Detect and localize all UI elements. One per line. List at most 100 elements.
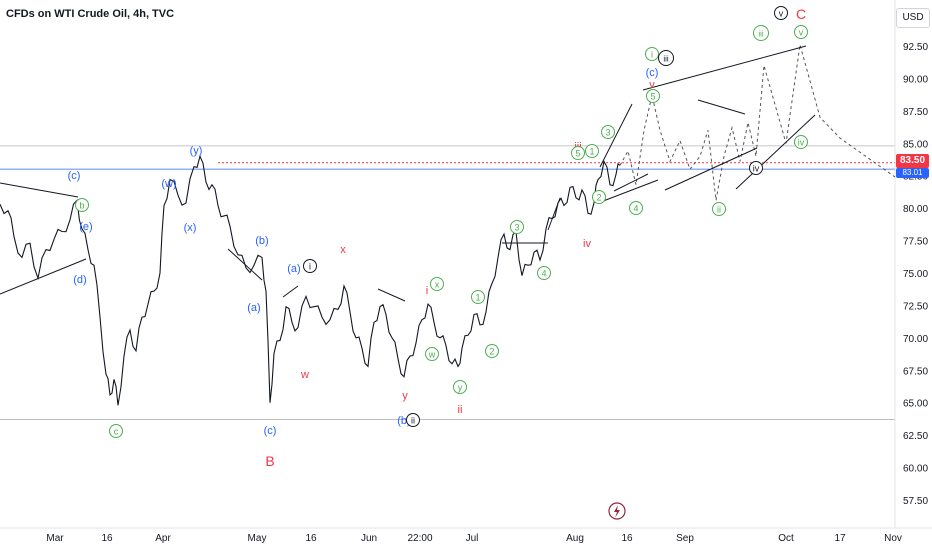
wave-label-text: i <box>309 262 311 272</box>
wave-label-text: C <box>796 6 806 22</box>
x-tick-label: May <box>248 533 267 544</box>
trend-line <box>613 173 649 192</box>
wave-label-text: ii <box>411 416 415 426</box>
wave-label: 5 <box>646 89 660 103</box>
wave-label: v <box>649 79 655 91</box>
wave-label: w <box>300 369 309 381</box>
trend-line <box>597 179 659 204</box>
secondary-price-tag: 83.01 <box>896 168 929 178</box>
wave-label: (w) <box>161 178 176 190</box>
trend-line <box>0 258 87 295</box>
wave-label-text: x <box>340 244 346 256</box>
wave-label-text: x <box>435 280 440 290</box>
wave-label-text: ii <box>717 205 721 215</box>
wave-label: iv <box>583 238 591 250</box>
wave-label-text: iv <box>798 138 805 148</box>
wave-label-text: 3 <box>605 128 610 138</box>
wave-label-text: y <box>402 390 408 402</box>
wave-label: i <box>426 285 428 297</box>
y-tick-label: 67.50 <box>903 366 928 377</box>
wave-label: B <box>265 453 274 469</box>
wave-label: ii <box>458 404 463 416</box>
y-tick-label: 60.00 <box>903 464 928 475</box>
wave-label: ii <box>406 413 420 427</box>
x-tick-label: 16 <box>305 533 317 544</box>
wave-label-text: 2 <box>596 193 601 203</box>
wave-label-text: (c) <box>264 425 277 437</box>
wave-label: i <box>303 259 317 273</box>
wave-label: y <box>453 380 467 394</box>
wave-label: w <box>425 347 439 361</box>
x-tick-label: 16 <box>101 533 113 544</box>
wave-label: iv <box>794 135 808 149</box>
currency-button[interactable]: USD <box>896 8 930 28</box>
wave-label-circle <box>658 50 674 66</box>
x-tick-label: 22:00 <box>407 533 432 544</box>
wave-label: 4 <box>537 266 551 280</box>
wave-label-text: c <box>114 427 119 437</box>
trend-line <box>664 147 758 191</box>
x-tick-label: Nov <box>884 533 902 544</box>
wave-label-text: (c) <box>646 67 659 79</box>
wave-label-circle <box>774 6 788 20</box>
wave-label-text: (y) <box>190 145 203 157</box>
wave-label-text: 1 <box>475 293 480 303</box>
wave-label: (c) <box>68 170 81 182</box>
wave-label: C <box>796 6 806 22</box>
wave-label-text: B <box>265 453 274 469</box>
y-tick-label: 62.50 <box>903 431 928 442</box>
wave-label-circle <box>430 277 444 291</box>
y-tick-label: 87.50 <box>903 107 928 118</box>
wave-label-text: 5 <box>575 149 580 159</box>
wave-label: 1 <box>585 144 599 158</box>
wave-label: x <box>430 277 444 291</box>
wave-label: (a) <box>287 263 300 275</box>
wave-label-circle <box>753 25 769 41</box>
wave-label: y <box>402 390 408 402</box>
current-price-tag: 83.50 <box>896 154 929 168</box>
x-tick-label: Apr <box>155 533 171 544</box>
chart-title: CFDs on WTI Crude Oil, 4h, TVC <box>6 8 175 20</box>
trend-line <box>0 182 79 198</box>
wave-label: ii <box>712 202 726 216</box>
wave-label-circle <box>471 290 485 304</box>
trend-line <box>599 103 633 168</box>
lightning-icon <box>608 502 626 520</box>
y-tick-label: 57.50 <box>903 496 928 507</box>
wave-label: c <box>109 424 123 438</box>
wave-label-text: v <box>649 79 655 91</box>
x-tick-label: Oct <box>778 533 794 544</box>
y-tick-label: 70.00 <box>903 334 928 345</box>
wave-label-circle <box>646 89 660 103</box>
wave-label-text: iii <box>663 55 669 64</box>
wave-label: (d) <box>73 274 86 286</box>
wave-label-circle <box>75 198 89 212</box>
y-tick-label: 92.50 <box>903 42 928 53</box>
y-tick-label: 77.50 <box>903 237 928 248</box>
wave-label-text: (a) <box>287 263 300 275</box>
wave-label: iv <box>749 161 763 175</box>
wave-label-text: (c) <box>68 170 81 182</box>
lightning-icon-glyph <box>614 505 620 518</box>
wave-label: 5 <box>571 146 585 160</box>
trend-line <box>697 99 746 115</box>
trend-line <box>227 248 263 281</box>
wave-label-circle <box>425 347 439 361</box>
price-line <box>0 154 621 406</box>
wave-label-text: i <box>651 50 653 60</box>
wave-label: (x) <box>184 222 197 234</box>
trend-line <box>735 114 816 190</box>
wave-label-text: ii <box>458 404 463 416</box>
wave-label: 3 <box>510 220 524 234</box>
wave-label: 4 <box>629 201 643 215</box>
wave-label: (c) <box>264 425 277 437</box>
x-tick-label: 16 <box>621 533 633 544</box>
x-tick-label: 17 <box>834 533 846 544</box>
wave-label-circle <box>537 266 551 280</box>
x-tick-label: Mar <box>46 533 64 544</box>
wave-label-text: (x) <box>184 222 197 234</box>
wave-label-circle <box>453 380 467 394</box>
wave-label-circle <box>571 146 585 160</box>
